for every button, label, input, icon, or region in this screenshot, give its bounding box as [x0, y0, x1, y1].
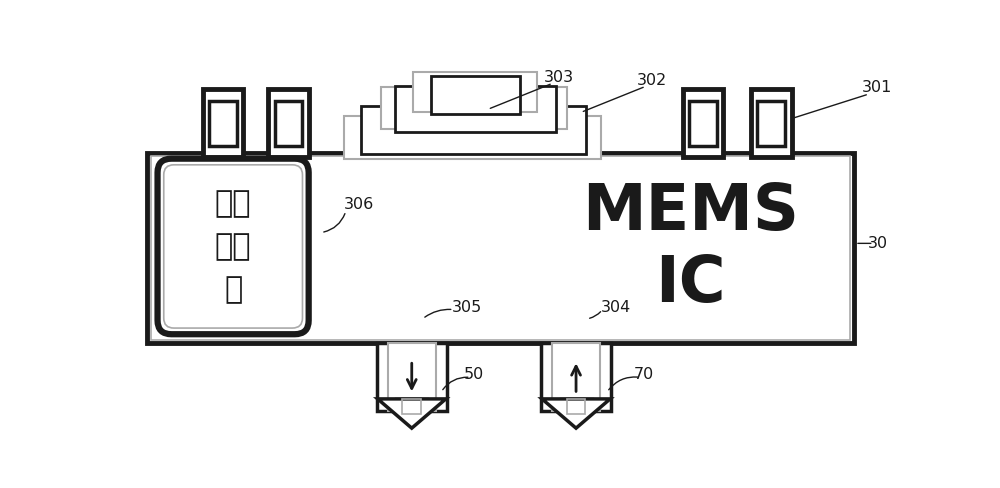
- Text: 温度
感应
器: 温度 感应 器: [215, 189, 251, 304]
- Bar: [396, 399, 427, 411]
- Bar: [567, 399, 585, 414]
- Text: 304: 304: [601, 300, 631, 315]
- Bar: [561, 399, 592, 411]
- Bar: [541, 344, 611, 411]
- Polygon shape: [542, 399, 610, 428]
- Text: 306: 306: [344, 197, 374, 212]
- Bar: [751, 89, 792, 157]
- Bar: [151, 156, 850, 340]
- Bar: [344, 116, 601, 159]
- Bar: [147, 152, 854, 344]
- Text: 301: 301: [862, 81, 892, 95]
- Text: 303: 303: [544, 69, 574, 84]
- Bar: [275, 101, 302, 145]
- Bar: [381, 87, 567, 129]
- Bar: [268, 89, 309, 157]
- Bar: [209, 101, 237, 145]
- Bar: [202, 89, 243, 157]
- Text: 50: 50: [464, 367, 484, 382]
- Bar: [377, 344, 447, 411]
- Bar: [689, 101, 717, 145]
- Polygon shape: [378, 399, 446, 428]
- Text: 30: 30: [868, 236, 888, 251]
- Bar: [757, 101, 785, 145]
- Bar: [431, 76, 520, 114]
- Text: 305: 305: [452, 300, 482, 315]
- FancyBboxPatch shape: [158, 159, 309, 334]
- Text: MEMS
IC: MEMS IC: [582, 181, 799, 315]
- Bar: [413, 72, 537, 112]
- Text: 302: 302: [637, 73, 667, 88]
- Bar: [683, 89, 723, 157]
- Bar: [395, 86, 556, 132]
- Bar: [402, 399, 421, 414]
- Bar: [388, 344, 436, 411]
- Bar: [361, 106, 586, 154]
- Text: 70: 70: [634, 367, 654, 382]
- Bar: [552, 344, 600, 411]
